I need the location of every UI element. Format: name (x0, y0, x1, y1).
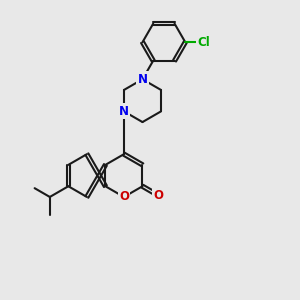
Text: Cl: Cl (198, 36, 211, 49)
Text: O: O (154, 189, 164, 202)
Text: N: N (119, 105, 129, 118)
Text: O: O (119, 190, 129, 203)
Text: N: N (137, 73, 148, 86)
